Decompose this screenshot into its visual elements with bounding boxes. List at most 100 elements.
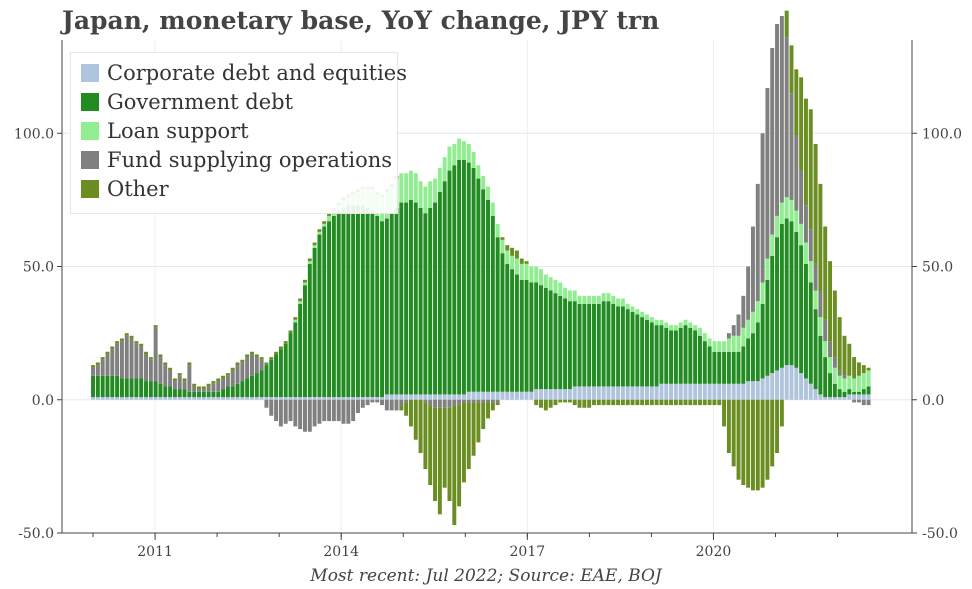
- bar-segment: [649, 317, 654, 323]
- bar-segment: [168, 386, 173, 398]
- bar-segment: [645, 319, 649, 387]
- bar-segment: [144, 351, 148, 355]
- bar-segment: [182, 389, 187, 398]
- bar-segment: [245, 378, 250, 398]
- bar-segment: [312, 247, 317, 398]
- bar-segment: [673, 325, 678, 331]
- bar-segment: [601, 301, 606, 387]
- legend-item-loan[interactable]: Loan support: [81, 117, 249, 145]
- bar-segment: [307, 397, 312, 400]
- legend-label-fund: Fund supplying operations: [107, 148, 393, 172]
- bar-segment: [192, 391, 197, 398]
- bar-segment: [129, 335, 134, 339]
- bar-segment: [264, 362, 269, 366]
- bar-segment: [794, 210, 799, 232]
- legend-swatch-corporate: [81, 64, 99, 82]
- bar-segment: [418, 181, 423, 208]
- bar-segment: [384, 399, 389, 411]
- x-tick-label: 2014: [323, 544, 359, 560]
- bar-segment: [490, 399, 495, 403]
- bar-segment: [500, 391, 505, 400]
- bar-segment: [100, 357, 105, 360]
- bar-segment: [712, 351, 717, 384]
- bar-segment: [596, 295, 601, 304]
- bar-segment: [283, 343, 288, 398]
- bar-segment: [278, 399, 283, 427]
- bar-segment: [702, 399, 707, 406]
- bar-segment: [784, 365, 789, 400]
- bar-segment: [404, 402, 409, 416]
- bar-segment: [611, 399, 616, 406]
- bar-segment: [254, 397, 259, 400]
- bar-segment: [678, 322, 683, 328]
- bar-segment: [404, 394, 409, 400]
- bar-segment: [726, 351, 731, 384]
- bar-segment: [452, 165, 457, 395]
- bar-segment: [548, 389, 553, 400]
- bar-segment: [722, 341, 727, 352]
- bar-segment: [351, 397, 356, 400]
- bar-segment: [447, 399, 452, 408]
- bar-segment: [317, 229, 322, 232]
- bar-segment: [461, 141, 466, 160]
- bar-segment: [625, 309, 630, 387]
- legend-item-corporate[interactable]: Corporate debt and equities: [81, 59, 407, 87]
- bar-segment: [447, 407, 452, 502]
- bar-segment: [245, 397, 250, 400]
- bar-segment: [673, 399, 678, 406]
- bar-segment: [519, 258, 524, 264]
- bar-segment: [466, 143, 471, 163]
- bar-segment: [813, 309, 818, 390]
- bar-segment: [437, 167, 442, 192]
- bar-segment: [197, 386, 201, 390]
- bar-segment: [331, 399, 336, 422]
- bar-segment: [327, 397, 332, 400]
- bar-segment: [225, 375, 230, 387]
- bar-segment: [683, 383, 688, 400]
- bar-segment: [563, 389, 568, 400]
- bar-segment: [418, 394, 423, 400]
- bar-segment: [442, 394, 447, 400]
- bar-segment: [746, 399, 751, 488]
- bar-segment: [789, 221, 794, 366]
- bar-segment: [563, 399, 568, 403]
- x-tick-label: 2011: [137, 544, 173, 560]
- bar-segment: [693, 325, 698, 331]
- bar-segment: [197, 397, 201, 400]
- bar-segment: [399, 394, 404, 400]
- bar-segment: [669, 383, 674, 400]
- bar-segment: [837, 317, 842, 371]
- bar-segment: [635, 314, 640, 387]
- bar-segment: [158, 357, 163, 384]
- legend-item-government[interactable]: Government debt: [81, 88, 293, 116]
- bar-segment: [322, 397, 327, 400]
- bar-segment: [828, 373, 833, 398]
- bar-segment: [230, 370, 235, 387]
- bar-segment: [471, 391, 476, 400]
- bar-segment: [784, 10, 789, 38]
- bar-segment: [139, 378, 144, 398]
- bar-segment: [856, 375, 861, 392]
- bar-segment: [630, 399, 635, 406]
- bar-segment: [514, 391, 519, 400]
- bar-segment: [235, 397, 240, 400]
- bar-segment: [582, 399, 587, 408]
- legend-swatch-other: [81, 180, 99, 198]
- bar-segment: [148, 397, 153, 400]
- bar-segment: [206, 386, 211, 392]
- bar-segment: [211, 383, 216, 392]
- bar-segment: [842, 378, 847, 392]
- bar-segment: [799, 170, 804, 224]
- bar-segment: [688, 399, 693, 406]
- bar-segment: [630, 306, 635, 312]
- legend-swatch-government: [81, 93, 99, 111]
- legend-label-loan: Loan support: [107, 119, 249, 143]
- legend-item-other[interactable]: Other: [81, 175, 169, 203]
- bar-segment: [433, 178, 438, 203]
- bar-segment: [572, 301, 577, 387]
- bar-segment: [254, 373, 259, 398]
- bar-segment: [163, 397, 168, 400]
- bar-segment: [794, 69, 799, 136]
- legend-item-fund[interactable]: Fund supplying operations: [81, 146, 392, 174]
